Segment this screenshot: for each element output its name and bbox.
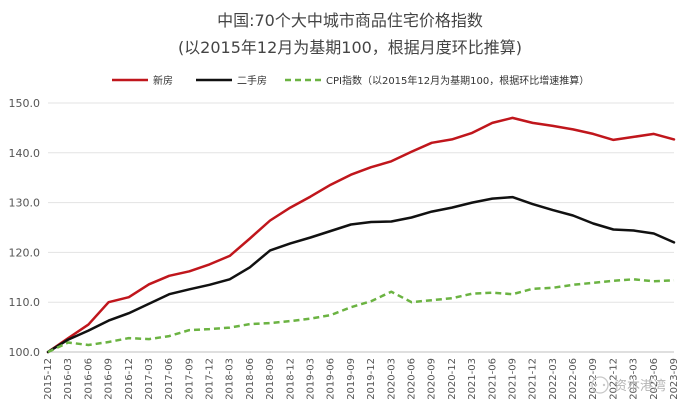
x-tick-label: 2023-06 bbox=[649, 358, 660, 400]
x-tick-label: 2016-12 bbox=[124, 358, 135, 400]
x-tick-label: 2019-03 bbox=[306, 358, 317, 400]
x-tick-label: 2021-09 bbox=[507, 358, 518, 400]
series-lines bbox=[46, 116, 676, 354]
y-tick-label: 150.0 bbox=[9, 97, 41, 110]
x-tick-label: 2016-03 bbox=[63, 358, 74, 400]
x-tick-label: 2018-06 bbox=[245, 358, 256, 400]
x-tick-label: 2020-09 bbox=[427, 358, 438, 400]
y-tick-label: 120.0 bbox=[9, 246, 41, 259]
x-tick-label: 2021-03 bbox=[467, 358, 478, 400]
series-line bbox=[46, 195, 676, 354]
x-tick-label: 2017-09 bbox=[184, 358, 195, 400]
x-tick-label: 2023-03 bbox=[629, 358, 640, 400]
legend-label: 二手房 bbox=[237, 74, 267, 87]
y-tick-label: 140.0 bbox=[9, 147, 41, 160]
x-tick-label: 2017-12 bbox=[205, 358, 216, 400]
x-tick-label: 2018-09 bbox=[265, 358, 276, 400]
y-tick-label: 110.0 bbox=[9, 296, 41, 309]
x-tick-label: 2020-12 bbox=[447, 358, 458, 400]
x-tick-label: 2022-06 bbox=[568, 358, 579, 400]
y-axis-ticks: 100.0 110.0 120.0 130.0 140.0 150.0 bbox=[9, 97, 41, 359]
series-line bbox=[47, 278, 675, 354]
legend-label: 新房 bbox=[153, 74, 173, 87]
gridlines bbox=[48, 102, 674, 353]
x-tick-label: 2022-12 bbox=[608, 358, 619, 400]
x-tick-label: 2019-09 bbox=[346, 358, 357, 400]
x-tick-label: 2015-12 bbox=[43, 358, 54, 400]
x-tick-label: 2020-06 bbox=[406, 358, 417, 400]
x-tick-label: 2021-12 bbox=[528, 358, 539, 400]
chart-legend: 新房 二手房 CPI指数（以2015年12月为基期100，根据环比增速推算） bbox=[112, 74, 589, 87]
x-tick-label: 2023-09 bbox=[669, 358, 680, 400]
x-tick-label: 2018-03 bbox=[225, 358, 236, 400]
x-tick-label: 2017-06 bbox=[164, 358, 175, 400]
y-tick-label: 100.0 bbox=[9, 346, 41, 359]
chart-title: 中国:70个大中城市商品住宅价格指数 bbox=[217, 11, 483, 30]
x-tick-label: 2019-06 bbox=[326, 358, 337, 400]
x-tick-label: 2017-03 bbox=[144, 358, 155, 400]
x-tick-label: 2016-06 bbox=[83, 358, 94, 400]
x-tick-label: 2022-03 bbox=[548, 358, 559, 400]
x-axis-ticks: 2015-12 2016-03 2016-06 2016-09 2016-12 2017-… bbox=[43, 358, 680, 400]
series-line bbox=[46, 116, 676, 354]
x-tick-label: 2016-09 bbox=[104, 358, 115, 400]
x-tick-label: 2022-09 bbox=[588, 358, 599, 400]
watermark: 资本港湾 bbox=[591, 376, 666, 394]
chat-bubble-icon bbox=[591, 376, 609, 394]
x-tick-label: 2020-03 bbox=[386, 358, 397, 400]
y-tick-label: 130.0 bbox=[9, 197, 41, 210]
x-tick-label: 2019-12 bbox=[366, 358, 377, 400]
chat-dot-icon bbox=[594, 383, 598, 387]
x-tick-label: 2021-06 bbox=[487, 358, 498, 400]
legend-label: CPI指数（以2015年12月为基期100，根据环比增速推算） bbox=[326, 74, 589, 87]
watermark-text: 资本港湾 bbox=[614, 378, 666, 394]
chart-subtitle: (以2015年12月为基期100，根据月度环比推算) bbox=[178, 38, 522, 57]
chat-dot-icon bbox=[602, 383, 606, 387]
x-tick-label: 2018-12 bbox=[285, 358, 296, 400]
